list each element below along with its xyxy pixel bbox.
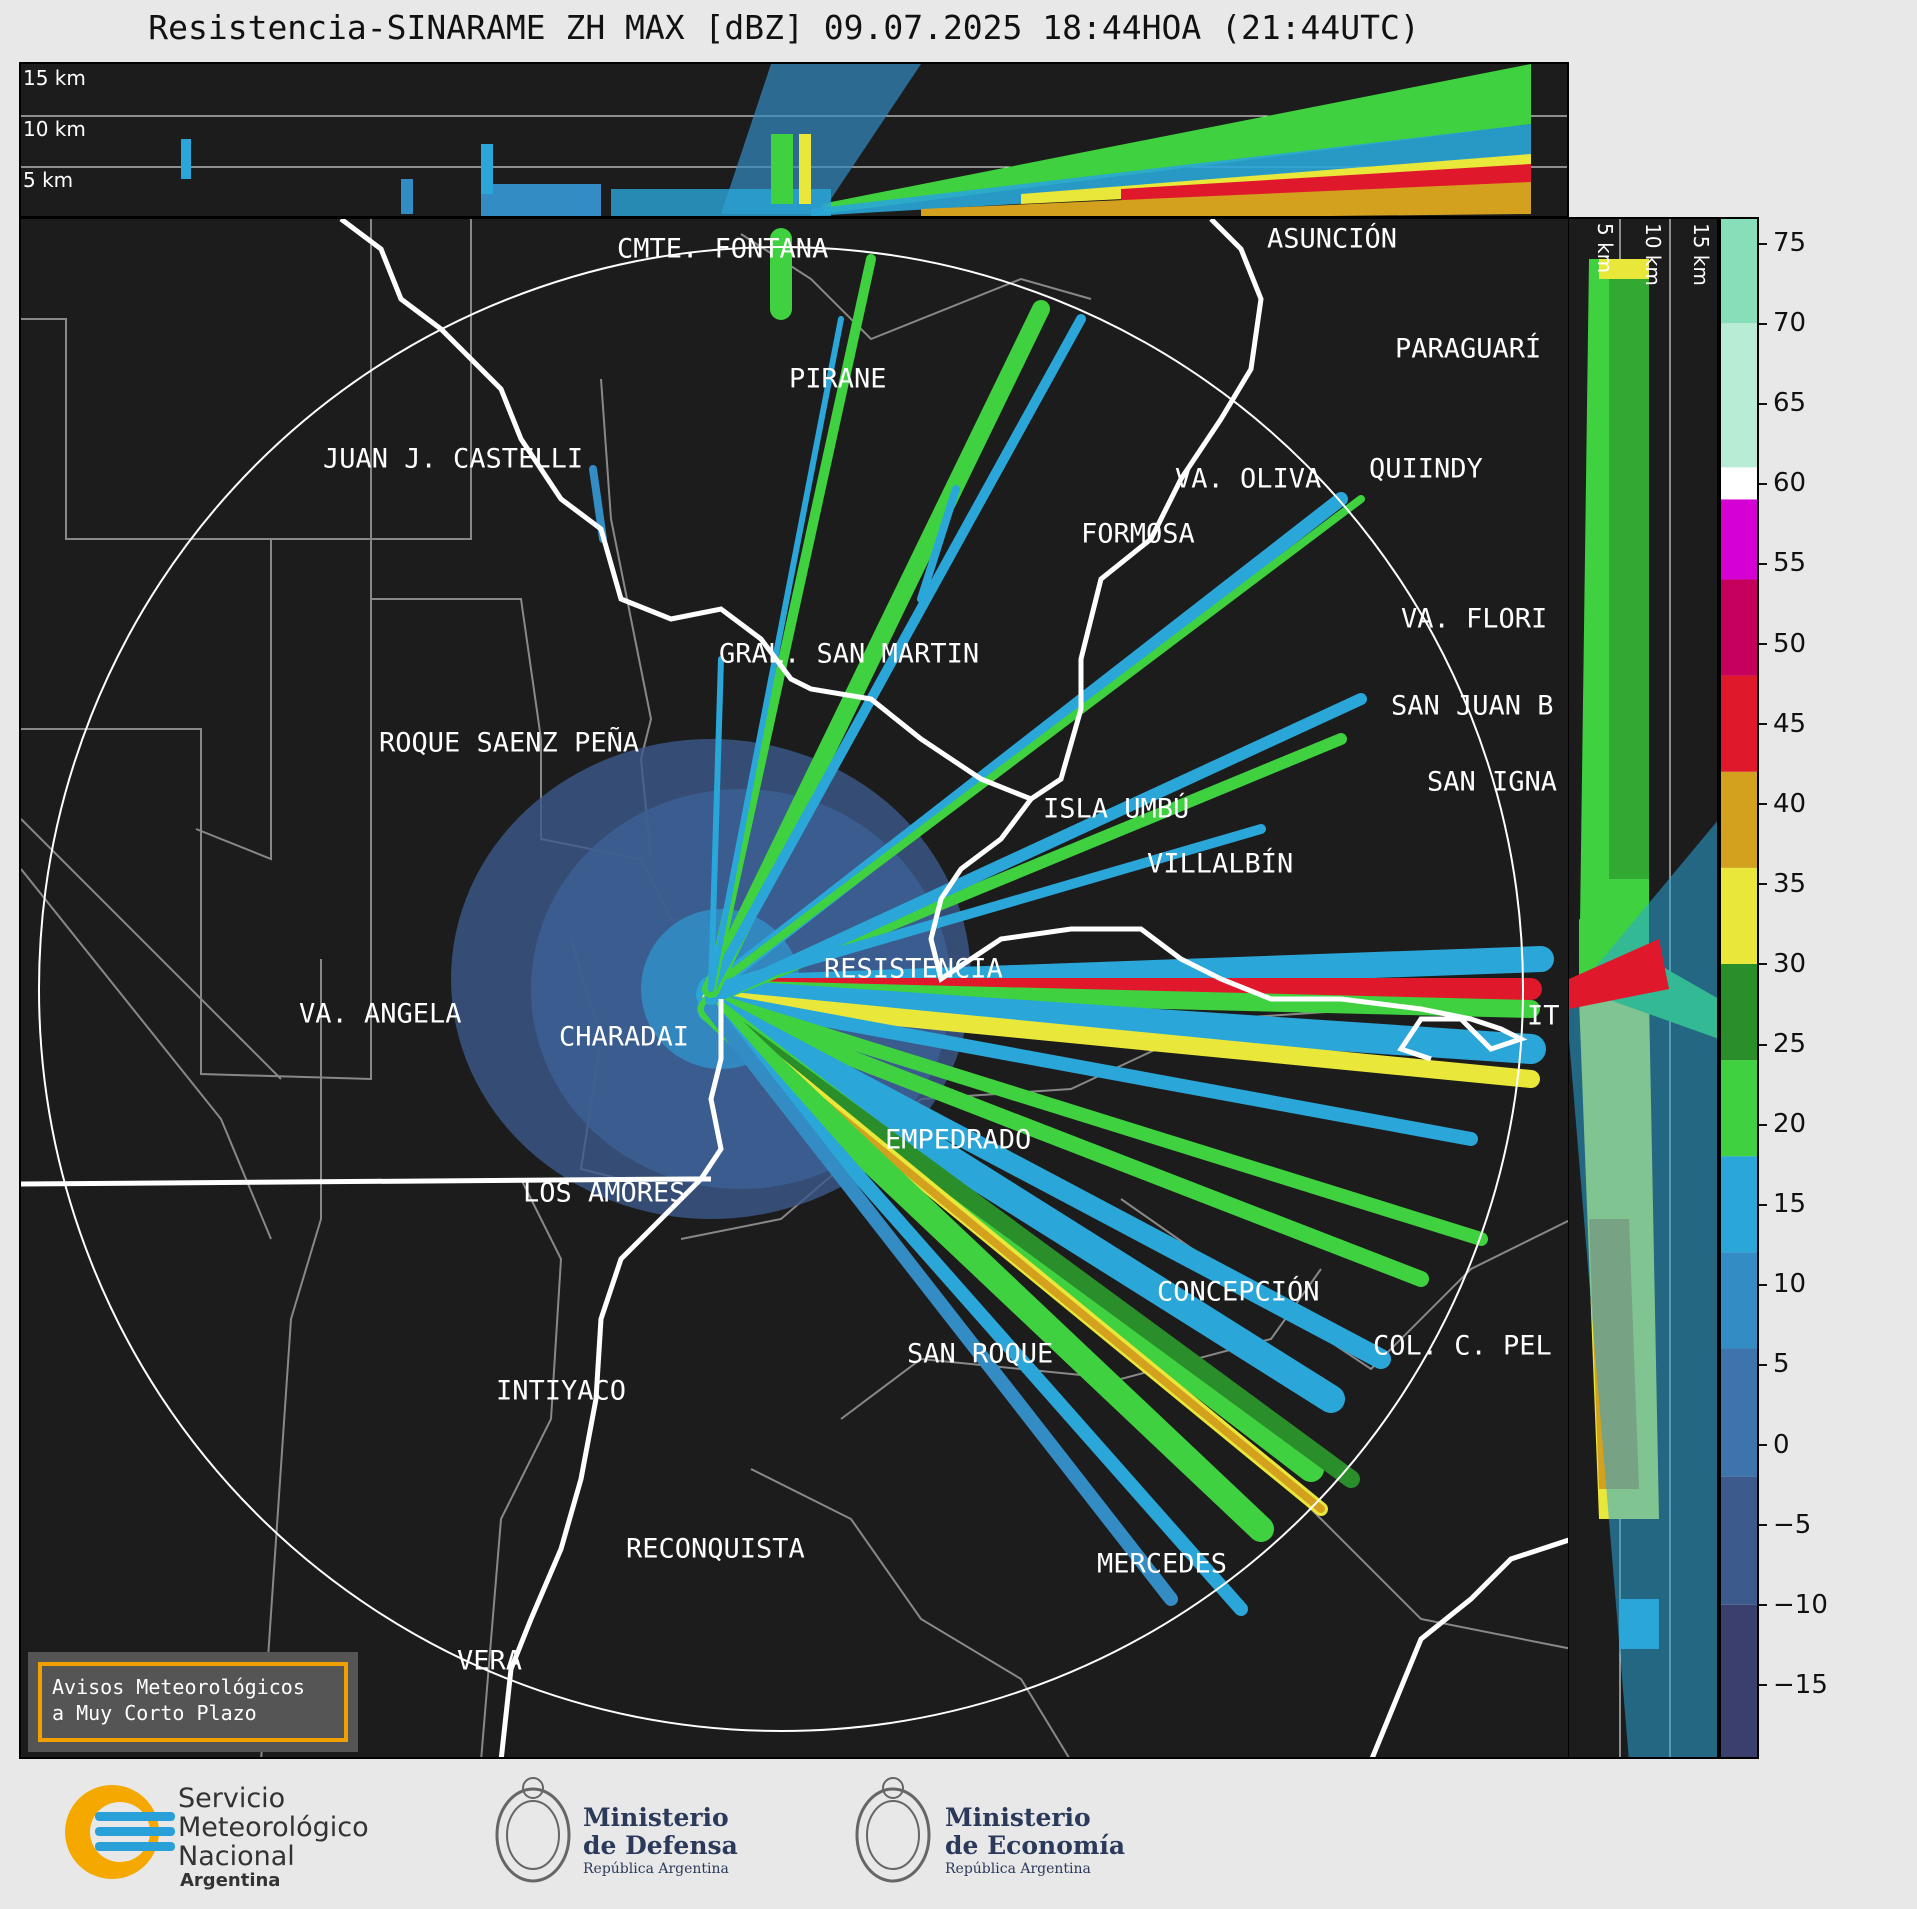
city-label-formosa: FORMOSA [1081, 518, 1195, 550]
colorbar-segment [1721, 1604, 1757, 1757]
city-label-gral-san-martin: GRAL. SAN MARTIN [719, 638, 980, 670]
rivers-and-borders [21, 219, 1568, 1757]
side-cross-section-plot [1569, 219, 1717, 1757]
colorbar-segment [1721, 963, 1757, 1061]
colorbar-tick: 65 [1759, 388, 1806, 418]
side-height-label-15: 15 km [1689, 223, 1713, 286]
colorbar-segment [1721, 1348, 1757, 1477]
radar-range-ring [38, 246, 1524, 1732]
economia-logo-text: Ministerio de Economía República Argenti… [945, 1803, 1126, 1878]
city-label-mercedes: MERCEDES [1097, 1548, 1228, 1580]
city-label-asuncion: ASUNCIÓN [1267, 223, 1398, 255]
colorbar-segment [1721, 323, 1757, 468]
top-cross-section-plot [21, 64, 1567, 216]
colorbar-tick: 75 [1759, 228, 1806, 258]
smn-logo-text: Servicio Meteorológico Nacional Argentin… [178, 1783, 369, 1891]
colorbar-tick: 30 [1759, 949, 1806, 979]
defensa-seal-icon [495, 1777, 571, 1883]
colorbar-segment [1721, 1060, 1757, 1157]
colorbar-tick: 55 [1759, 548, 1806, 578]
colorbar-tick: 40 [1759, 789, 1806, 819]
colorbar-segment [1721, 771, 1757, 868]
city-label-resistencia: RESISTENCIA [824, 953, 1003, 985]
smn-logo-icon [65, 1785, 175, 1879]
dbz-colorbar-scale [1721, 219, 1757, 1757]
colorbar-segment [1721, 1252, 1757, 1349]
city-label-isla-umbu: ISLA UMBÚ [1043, 793, 1190, 825]
city-label-villalbin: VILLALBÍN [1147, 848, 1294, 880]
colorbar-tick: 70 [1759, 308, 1806, 338]
colorbar-tick: 10 [1759, 1269, 1806, 1299]
city-label-paraguari: PARAGUARÍ [1395, 333, 1542, 365]
city-label-cmte-fontana: CMTE. FONTANA [617, 233, 829, 265]
radar-map: CMTE. FONTANA ASUNCIÓN PARAGUARÍ PIRANE … [19, 217, 1570, 1759]
city-label-va-oliva: VA. OLIVA [1175, 463, 1322, 495]
colorbar-segment [1721, 1476, 1757, 1605]
defensa-logo-text: Ministerio de Defensa República Argentin… [583, 1803, 738, 1878]
city-label-vera: VERA [457, 1645, 523, 1677]
page-title: Resistencia-SINARAME ZH MAX [dBZ] 09.07.… [148, 8, 1420, 47]
dbz-colorbar [1719, 217, 1759, 1759]
top-height-label-15: 15 km [23, 66, 86, 90]
side-height-label-5: 5 km [1593, 223, 1617, 274]
city-label-intiyaco: INTIYACO [496, 1375, 627, 1407]
notice-box[interactable]: Avisos Meteorológicos a Muy Corto Plazo [28, 1652, 358, 1752]
top-height-label-5: 5 km [23, 168, 74, 192]
colorbar-segment [1721, 467, 1757, 500]
radar-echoes [589, 228, 1554, 1616]
colorbar-segment [1721, 219, 1757, 324]
city-label-san-juan-b: SAN JUAN B [1391, 690, 1554, 722]
colorbar-tick: 25 [1759, 1029, 1806, 1059]
colorbar-segment [1721, 675, 1757, 772]
notice-text: Avisos Meteorológicos a Muy Corto Plazo [38, 1662, 348, 1742]
city-label-san-roque: SAN ROQUE [907, 1338, 1054, 1370]
colorbar-tick: −15 [1759, 1670, 1828, 1700]
colorbar-segment [1721, 867, 1757, 964]
top-cross-section: 15 km 10 km 5 km [19, 62, 1569, 218]
city-label-va-florida: VA. FLORI [1401, 603, 1548, 635]
side-cross-section: 5 km 10 km 15 km [1569, 217, 1719, 1759]
side-height-label-10: 10 km [1641, 223, 1665, 286]
colorbar-tick: 5 [1759, 1349, 1790, 1379]
city-label-pirane: PIRANE [789, 363, 887, 395]
colorbar-segment [1721, 1156, 1757, 1253]
city-label-los-amores: LOS AMORES [523, 1177, 686, 1209]
city-label-col-c-pellegrini: COL. C. PEL [1373, 1330, 1552, 1362]
city-label-san-ignacio: SAN IGNA [1427, 766, 1558, 798]
city-label-va-angela: VA. ANGELA [299, 998, 462, 1030]
top-height-label-10: 10 km [23, 117, 86, 141]
colorbar-tick: 0 [1759, 1430, 1790, 1460]
colorbar-tick: 45 [1759, 709, 1806, 739]
city-label-reconquista: RECONQUISTA [626, 1533, 805, 1565]
city-label-concepcion: CONCEPCIÓN [1157, 1276, 1320, 1308]
city-label-quiindy: QUIINDY [1369, 453, 1483, 485]
colorbar-tick: 15 [1759, 1189, 1806, 1219]
economia-seal-icon [855, 1777, 931, 1883]
city-label-itati: IT [1527, 1000, 1560, 1032]
footer-logos: Servicio Meteorológico Nacional Argentin… [0, 1760, 1917, 1909]
city-label-roque-saenz-pena: ROQUE SAENZ PEÑA [379, 727, 640, 759]
colorbar-tick: −5 [1759, 1510, 1811, 1540]
colorbar-tick: 35 [1759, 869, 1806, 899]
colorbar-segment [1721, 579, 1757, 676]
colorbar-tick: 60 [1759, 468, 1806, 498]
colorbar-tick: 50 [1759, 629, 1806, 659]
footer-logo-graphics [65, 1777, 931, 1883]
radar-map-plot [21, 219, 1568, 1757]
colorbar-tick: −10 [1759, 1590, 1828, 1620]
colorbar-tick: 20 [1759, 1109, 1806, 1139]
dbz-colorbar-ticks: 75 70 65 60 55 50 45 40 35 30 25 20 15 1… [1759, 217, 1909, 1759]
colorbar-segment [1721, 499, 1757, 580]
city-label-empedrado: EMPEDRADO [885, 1124, 1032, 1156]
city-label-juan-j-castelli: JUAN J. CASTELLI [323, 443, 584, 475]
city-label-charadai: CHARADAI [559, 1021, 690, 1053]
